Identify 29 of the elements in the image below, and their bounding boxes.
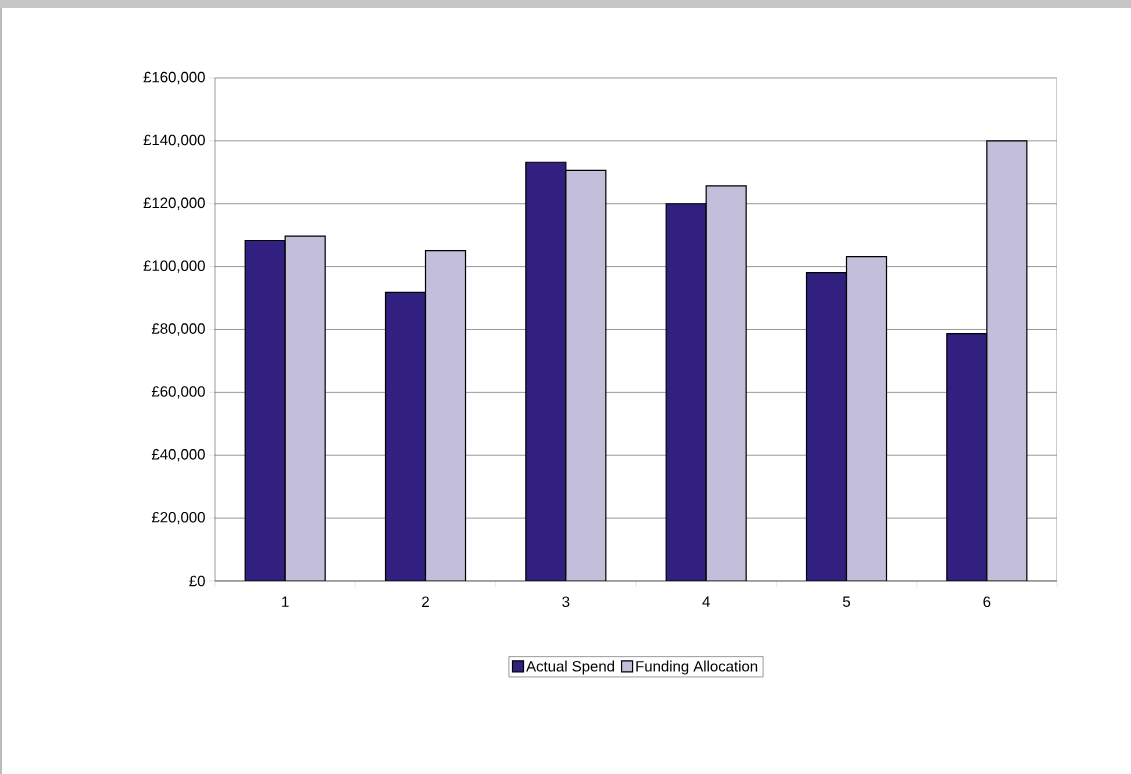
bar xyxy=(525,161,567,581)
x-tick-label: 2 xyxy=(422,596,429,607)
y-tick-label: £100,000 xyxy=(143,260,205,273)
bar xyxy=(705,185,747,581)
bar xyxy=(986,140,1028,581)
y-tick-label: £160,000 xyxy=(143,71,205,85)
bar xyxy=(845,255,888,581)
y-tick-label: £20,000 xyxy=(151,511,205,525)
x-tick-label: 6 xyxy=(983,596,991,608)
y-tick-label: £0 xyxy=(189,575,205,587)
y-tick-label: £140,000 xyxy=(143,134,205,148)
bar xyxy=(424,249,467,581)
bar xyxy=(565,169,607,581)
bar xyxy=(946,332,988,581)
bar xyxy=(244,239,286,581)
bar xyxy=(805,271,848,581)
x-tick-label: 3 xyxy=(562,596,570,608)
y-tick-label: £60,000 xyxy=(151,386,205,399)
x-tick-label: 4 xyxy=(702,596,710,607)
y-tick-label: £120,000 xyxy=(143,197,205,210)
y-tick-label: £40,000 xyxy=(151,449,205,462)
legend-label: Funding Allocation xyxy=(636,660,758,675)
legend-label: Actual Spend xyxy=(526,660,614,675)
x-tick-label: 5 xyxy=(842,596,851,607)
bar xyxy=(384,291,427,581)
bar xyxy=(284,235,326,581)
bar xyxy=(665,203,707,581)
y-tick-label: £80,000 xyxy=(151,323,205,336)
x-tick-label: 1 xyxy=(282,596,289,607)
